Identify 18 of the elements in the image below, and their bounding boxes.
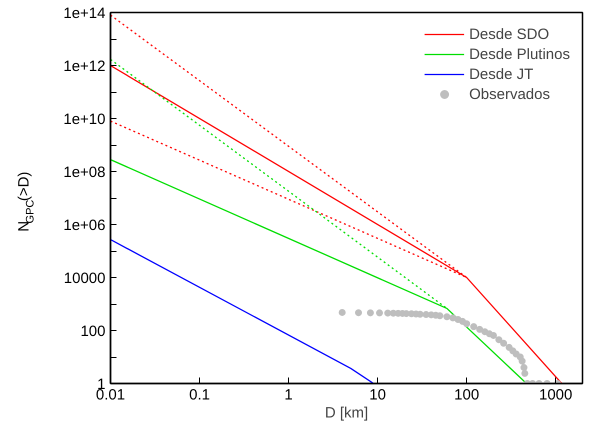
x-tick-label: 1 (284, 386, 293, 404)
legend-label: Desde SDO (469, 26, 550, 42)
y-tick-label: 100 (80, 323, 106, 340)
legend-label: Observados (469, 86, 550, 102)
y-tick-label: 1e+14 (63, 5, 106, 22)
y-tick-label: 1e+10 (63, 111, 106, 128)
x-tick-label: 10 (369, 386, 386, 404)
y-tick-label: 1e+08 (63, 164, 106, 181)
x-tick-label: 0.1 (189, 386, 210, 404)
legend-label: Desde Plutinos (469, 46, 570, 62)
x-tick-label: 100 (454, 386, 480, 404)
y-tick-label: 10000 (64, 270, 106, 287)
x-axis-title: D [km] (324, 404, 368, 422)
y-tick-label: 1e+06 (63, 217, 106, 234)
x-tick-label: 1000 (539, 386, 572, 404)
y-tick-label: 1e+12 (63, 58, 106, 75)
legend-label: Desde JT (469, 66, 534, 82)
y-axis-title: NGPC(>D) (16, 172, 36, 232)
